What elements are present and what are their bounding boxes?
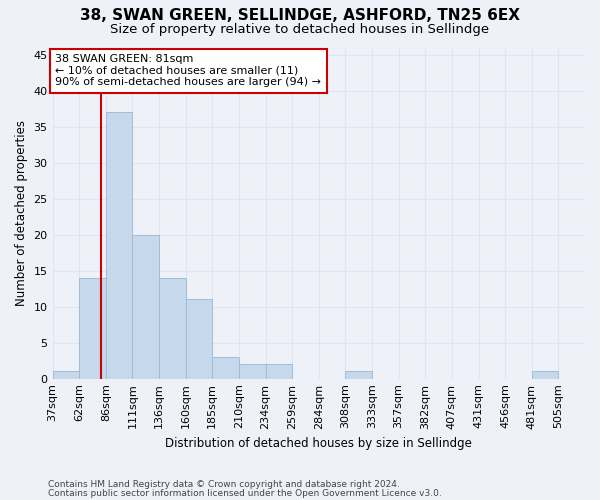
Text: 38, SWAN GREEN, SELLINDGE, ASHFORD, TN25 6EX: 38, SWAN GREEN, SELLINDGE, ASHFORD, TN25… [80, 8, 520, 22]
Text: 38 SWAN GREEN: 81sqm
← 10% of detached houses are smaller (11)
90% of semi-detac: 38 SWAN GREEN: 81sqm ← 10% of detached h… [55, 54, 321, 88]
Bar [532, 372, 559, 378]
Text: Contains HM Land Registry data © Crown copyright and database right 2024.: Contains HM Land Registry data © Crown c… [48, 480, 400, 489]
Bar [266, 364, 292, 378]
Bar [212, 357, 239, 378]
Bar [185, 300, 212, 378]
X-axis label: Distribution of detached houses by size in Sellindge: Distribution of detached houses by size … [166, 437, 472, 450]
Bar [53, 372, 79, 378]
Bar [133, 234, 159, 378]
Bar [239, 364, 266, 378]
Y-axis label: Number of detached properties: Number of detached properties [15, 120, 28, 306]
Bar [79, 278, 106, 378]
Bar [159, 278, 185, 378]
Bar [106, 112, 133, 378]
Text: Contains public sector information licensed under the Open Government Licence v3: Contains public sector information licen… [48, 489, 442, 498]
Text: Size of property relative to detached houses in Sellindge: Size of property relative to detached ho… [110, 22, 490, 36]
Bar [346, 372, 372, 378]
